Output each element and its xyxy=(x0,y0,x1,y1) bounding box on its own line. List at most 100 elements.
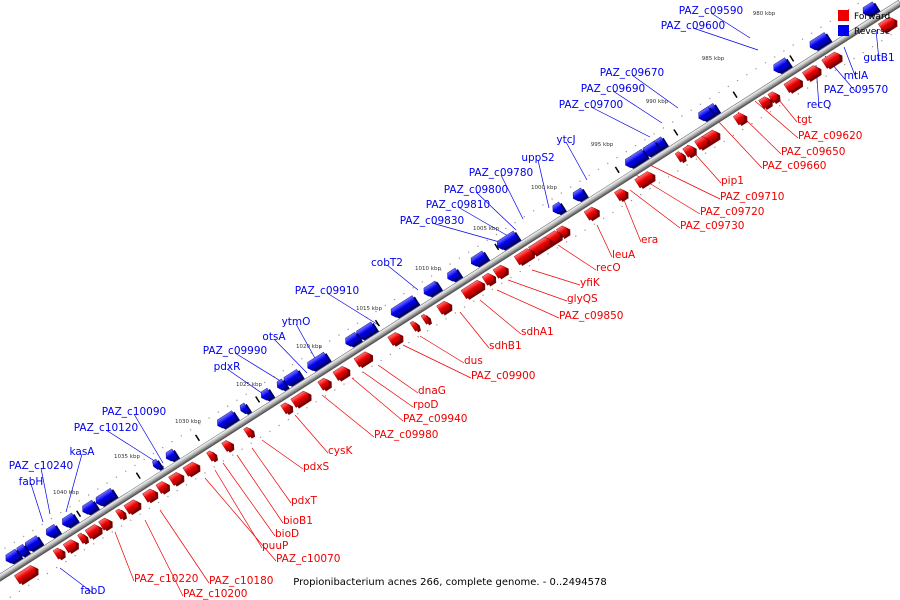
reverse-gene[interactable] xyxy=(771,57,793,77)
gene-label-paz-c09940[interactable]: PAZ_c09940 xyxy=(403,413,467,425)
forward-gene[interactable] xyxy=(513,246,537,267)
gene-label-sdhb1[interactable]: sdhB1 xyxy=(489,340,522,352)
gene-label-leua[interactable]: leuA xyxy=(612,249,636,261)
reverse-gene[interactable] xyxy=(696,106,717,125)
gene-label-pdxt[interactable]: pdxT xyxy=(291,495,318,507)
reverse-gene[interactable] xyxy=(807,31,833,53)
reverse-gene[interactable] xyxy=(215,410,240,432)
reverse-gene[interactable] xyxy=(281,368,305,389)
gene-label-rpod[interactable]: rpoD xyxy=(413,399,439,411)
gene-label-dnag[interactable]: dnaG xyxy=(418,385,446,397)
gene-label-ytmo[interactable]: ytmO xyxy=(282,316,311,328)
forward-gene[interactable] xyxy=(168,470,187,488)
forward-gene[interactable] xyxy=(280,400,296,416)
gene-label-glyqs[interactable]: glyQS xyxy=(567,293,598,305)
forward-gene[interactable] xyxy=(409,319,422,333)
gene-label-paz-c09810[interactable]: PAZ_c09810 xyxy=(426,199,490,211)
forward-gene[interactable] xyxy=(317,376,335,393)
forward-gene[interactable] xyxy=(14,563,41,586)
forward-gene[interactable] xyxy=(243,425,257,440)
gene-label-pip1[interactable]: pip1 xyxy=(721,175,744,187)
forward-gene[interactable] xyxy=(84,522,105,541)
gene-label-paz-c09690[interactable]: PAZ_c09690 xyxy=(581,83,645,95)
forward-gene[interactable] xyxy=(682,143,700,160)
reverse-gene[interactable] xyxy=(389,295,421,321)
reverse-gene[interactable] xyxy=(495,230,522,253)
gene-label-paz-c09780[interactable]: PAZ_c09780 xyxy=(469,167,533,179)
gene-label-paz-c10180[interactable]: PAZ_c10180 xyxy=(209,575,273,587)
gene-label-paz-c09700[interactable]: PAZ_c09700 xyxy=(559,99,623,111)
reverse-gene[interactable] xyxy=(343,331,363,350)
forward-gene[interactable] xyxy=(98,515,116,532)
forward-gene[interactable] xyxy=(206,449,219,464)
gene-label-paz-c09710[interactable]: PAZ_c09710 xyxy=(720,191,784,203)
gene-label-biob1[interactable]: bioB1 xyxy=(283,515,313,527)
reverse-gene[interactable] xyxy=(80,499,100,518)
gene-label-paz-c09980[interactable]: PAZ_c09980 xyxy=(374,429,438,441)
gene-label-cobt2[interactable]: cobT2 xyxy=(371,257,403,269)
forward-gene[interactable] xyxy=(460,278,488,301)
forward-gene[interactable] xyxy=(758,94,776,111)
gene-label-otsa[interactable]: otsA xyxy=(262,331,286,343)
reverse-gene[interactable] xyxy=(305,351,332,374)
gene-label-fabd[interactable]: fabD xyxy=(81,585,106,597)
reverse-gene[interactable] xyxy=(421,280,444,300)
gene-label-puup[interactable]: puuP xyxy=(262,540,288,552)
reverse-gene[interactable] xyxy=(861,1,881,20)
forward-gene[interactable] xyxy=(52,546,68,562)
forward-gene[interactable] xyxy=(783,75,806,95)
forward-gene[interactable] xyxy=(290,388,314,409)
reverse-gene[interactable] xyxy=(23,535,45,555)
gene-label-cysk[interactable]: cysK xyxy=(328,445,353,457)
gene-label-paz-c09910[interactable]: PAZ_c09910 xyxy=(295,285,359,297)
forward-gene[interactable] xyxy=(492,262,511,280)
gene-label-paz-c09720[interactable]: PAZ_c09720 xyxy=(700,206,764,218)
reverse-gene[interactable] xyxy=(550,201,567,218)
forward-gene[interactable] xyxy=(332,364,353,383)
gene-label-era[interactable]: era xyxy=(641,234,658,246)
gene-label-kasa[interactable]: kasA xyxy=(70,446,96,458)
forward-gene[interactable] xyxy=(155,479,173,496)
gene-label-recq[interactable]: recQ xyxy=(807,99,832,111)
gene-label-mtla[interactable]: mtlA xyxy=(844,70,869,82)
forward-gene[interactable] xyxy=(182,459,203,478)
gene-label-paz-c09570[interactable]: PAZ_c09570 xyxy=(824,84,888,96)
forward-gene[interactable] xyxy=(674,150,688,165)
reverse-gene[interactable] xyxy=(469,250,491,270)
reverse-gene[interactable] xyxy=(238,402,253,417)
forward-gene[interactable] xyxy=(481,271,499,288)
gene-label-paz-c09830[interactable]: PAZ_c09830 xyxy=(400,215,464,227)
gene-label-paz-c09590[interactable]: PAZ_c09590 xyxy=(679,5,743,17)
reverse-gene[interactable] xyxy=(445,267,464,285)
gene-label-paz-c09850[interactable]: PAZ_c09850 xyxy=(559,310,623,322)
gene-label-paz-c09670[interactable]: PAZ_c09670 xyxy=(600,67,664,79)
gene-label-sdha1[interactable]: sdhA1 xyxy=(521,326,554,338)
gene-label-paz-c10200[interactable]: PAZ_c10200 xyxy=(183,588,247,600)
forward-gene[interactable] xyxy=(877,14,900,34)
forward-gene[interactable] xyxy=(634,169,658,190)
gene-label-paz-c09730[interactable]: PAZ_c09730 xyxy=(680,220,744,232)
gene-label-paz-c09620[interactable]: PAZ_c09620 xyxy=(798,130,862,142)
reverse-gene[interactable] xyxy=(623,148,650,171)
forward-gene[interactable] xyxy=(77,531,90,546)
gene-label-paz-c09650[interactable]: PAZ_c09650 xyxy=(781,146,845,158)
gene-label-paz-c09600[interactable]: PAZ_c09600 xyxy=(661,20,725,32)
gene-label-gutb1[interactable]: gutB1 xyxy=(863,52,894,64)
reverse-gene[interactable] xyxy=(93,487,119,509)
reverse-gene[interactable] xyxy=(259,387,276,404)
forward-gene[interactable] xyxy=(142,486,160,504)
gene-label-pdxs[interactable]: pdxS xyxy=(303,461,330,473)
forward-gene[interactable] xyxy=(694,134,712,152)
forward-gene[interactable] xyxy=(123,497,144,516)
forward-gene[interactable] xyxy=(821,49,845,70)
forward-gene[interactable] xyxy=(767,89,783,105)
gene-label-paz-c09660[interactable]: PAZ_c09660 xyxy=(762,160,826,172)
forward-gene[interactable] xyxy=(802,63,824,83)
gene-label-pdxr[interactable]: pdxR xyxy=(214,361,241,373)
forward-gene[interactable] xyxy=(614,186,631,203)
gene-label-paz-c09800[interactable]: PAZ_c09800 xyxy=(444,184,508,196)
reverse-gene[interactable] xyxy=(60,512,80,531)
forward-gene[interactable] xyxy=(115,507,128,522)
reverse-gene[interactable] xyxy=(163,448,181,465)
gene-label-paz-c10240[interactable]: PAZ_c10240 xyxy=(9,460,73,472)
